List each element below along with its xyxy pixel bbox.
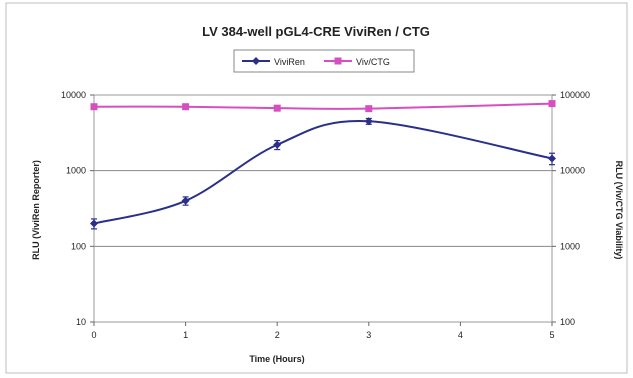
x-axis-label: Time (Hours) bbox=[249, 354, 304, 364]
x-tick-label: 3 bbox=[366, 330, 371, 340]
y-left-tick-label: 100 bbox=[71, 241, 86, 251]
y-axis-right-label: RLU (Viv/CTG Viability) bbox=[614, 161, 624, 260]
series bbox=[90, 100, 556, 230]
y-right-tick-label: 1000 bbox=[560, 241, 580, 251]
x-tick-label: 2 bbox=[275, 330, 280, 340]
legend-marker-vivctg bbox=[334, 57, 342, 65]
y-axis-left-label: RLU (ViviRen Reporter) bbox=[31, 160, 41, 260]
x-tick-label: 1 bbox=[183, 330, 188, 340]
y-right-tick-label: 100000 bbox=[560, 90, 590, 100]
data-point-viv-ctg bbox=[548, 100, 556, 108]
legend-label-viviren: ViviRen bbox=[274, 57, 305, 67]
chart-title: LV 384-well pGL4-CRE ViviRen / CTG bbox=[202, 24, 430, 39]
data-point-viv-ctg bbox=[273, 104, 281, 112]
data-point-viviren bbox=[90, 219, 98, 228]
axes: 10 100 1000 10000 100 1000 10000 100000 0 1 2 3 4 5 bbox=[61, 90, 590, 340]
x-tick-label: 5 bbox=[549, 330, 554, 340]
data-point-viv-ctg bbox=[182, 103, 190, 111]
x-tick-label: 0 bbox=[91, 330, 96, 340]
y-right-tick-label: 100 bbox=[560, 317, 575, 327]
legend-label-vivctg: Viv/CTG bbox=[356, 57, 390, 67]
data-point-viviren bbox=[364, 117, 373, 126]
data-point-viviren bbox=[273, 140, 282, 149]
y-left-tick-label: 1000 bbox=[66, 166, 86, 176]
data-point-viviren bbox=[181, 196, 190, 205]
data-point-viv-ctg bbox=[90, 103, 98, 111]
series-line-viviren bbox=[93, 119, 553, 225]
x-tick-label: 4 bbox=[458, 330, 463, 340]
y-right-tick-label: 10000 bbox=[560, 166, 585, 176]
y-left-tick-label: 10000 bbox=[61, 90, 86, 100]
legend: ViviRen Viv/CTG bbox=[233, 49, 415, 73]
series-line-viv-ctg bbox=[93, 102, 553, 110]
plot-area bbox=[93, 94, 553, 323]
data-point-viv-ctg bbox=[365, 105, 373, 113]
legend-marker-viviren bbox=[252, 57, 260, 65]
y-left-tick-label: 10 bbox=[76, 317, 86, 327]
data-point-viviren bbox=[548, 154, 556, 163]
